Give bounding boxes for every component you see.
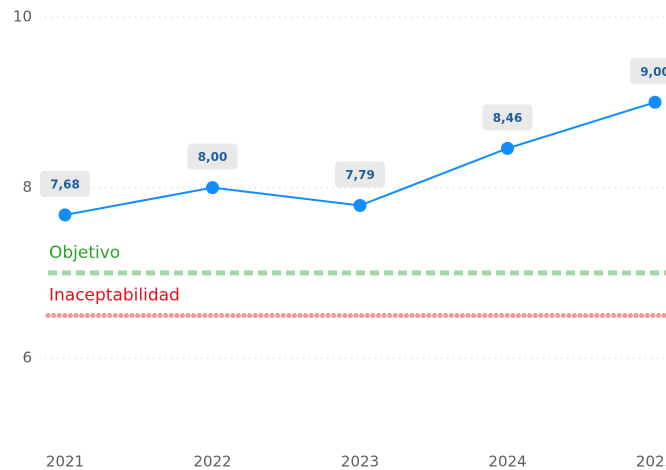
x-tick-label: 2024 (488, 453, 526, 470)
data-point (58, 208, 72, 222)
data-label-box (335, 161, 385, 188)
reference-label: Objetivo (49, 243, 120, 263)
x-tick-label: 2023 (341, 453, 379, 470)
data-point (206, 181, 219, 195)
data-point (501, 141, 514, 155)
y-tick-label: 6 (22, 349, 32, 367)
series-line (64, 101, 656, 216)
data-label-box (482, 104, 533, 131)
x-tick-label: 2021 (46, 453, 84, 470)
x-tick-label: 2022 (193, 453, 231, 470)
data-label: 8,00 (198, 150, 228, 164)
data-label-box (630, 58, 666, 85)
y-tick-label: 10 (13, 8, 32, 26)
data-label: 7,68 (50, 177, 80, 191)
data-label: 7,79 (345, 168, 375, 182)
data-label-box (187, 143, 238, 170)
data-label: 8,46 (493, 111, 523, 125)
reference-label: Inaceptabilidad (49, 286, 180, 306)
data-point (648, 95, 662, 109)
y-tick-label: 8 (22, 178, 32, 196)
data-label-box (40, 170, 90, 197)
data-point (353, 199, 367, 213)
data-label: 9,00 (640, 65, 666, 79)
x-tick-label: 2025 (636, 453, 666, 470)
